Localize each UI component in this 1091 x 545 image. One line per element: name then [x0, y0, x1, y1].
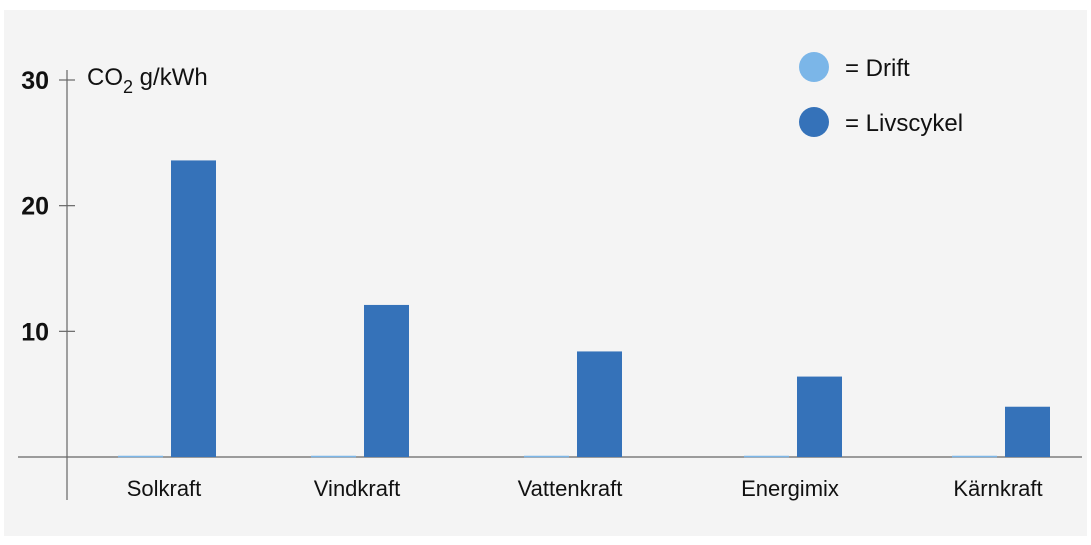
category-label: Vindkraft: [314, 476, 400, 501]
bar-livscykel-solkraft: [171, 160, 216, 457]
y-axis-unit-main: CO: [87, 64, 123, 91]
legend-label-livscykel: = Livscykel: [845, 110, 963, 137]
y-axis-unit-label: CO2 g/kWh: [87, 64, 208, 97]
legend-label-drift: = Drift: [845, 55, 910, 82]
bar-livscykel-kärnkraft: [1005, 406, 1050, 457]
y-ticks: 10 20 30: [21, 67, 75, 346]
y-tick-label: 20: [21, 193, 49, 221]
y-axis-unit-subscript: 2: [123, 77, 133, 97]
category-label: Energimix: [741, 476, 839, 501]
category-label: Vattenkraft: [518, 476, 623, 501]
y-axis-unit-rest: g/kWh: [133, 64, 208, 91]
bar-livscykel-energimix: [797, 376, 842, 457]
bar-drift-vindkraft: [311, 455, 356, 458]
category-label: Solkraft: [127, 476, 202, 501]
y-tick-label: 30: [21, 67, 49, 95]
category-labels: Solkraft Vindkraft Vattenkraft Energimix Kär…: [127, 476, 1043, 501]
bar-livscykel-vindkraft: [364, 304, 409, 457]
legend-swatch-livscykel: [799, 107, 829, 137]
bar-drift-energimix: [744, 455, 789, 458]
legend-swatch-drift: [799, 52, 829, 82]
bar-drift-kärnkraft: [952, 455, 997, 458]
category-label: Kärnkraft: [953, 476, 1042, 501]
bar-livscykel-vattenkraft: [577, 351, 622, 457]
bar-drift-vattenkraft: [524, 455, 569, 458]
bars: [118, 160, 1050, 458]
y-tick-label: 10: [21, 318, 49, 346]
bar-drift-solkraft: [118, 455, 163, 458]
